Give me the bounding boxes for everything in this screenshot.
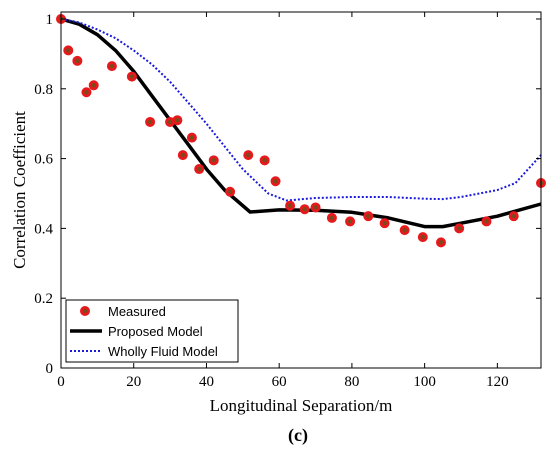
measured-point [345,216,356,227]
measured-point [270,176,281,187]
panel-label: (c) [288,425,308,446]
legend: Measured Proposed Model Wholly Fluid Model [65,299,239,363]
x-tick-label: 40 [199,374,214,390]
measured-point [508,211,519,222]
y-tick-label: 0.4 [34,221,53,237]
measured-point [435,237,446,248]
y-axis-label: Correlation Coefficient [10,111,29,269]
measured-point [106,61,117,72]
x-axis-label: Longitudinal Separation/m [210,396,393,415]
series-line-wholly-fluid-model [60,18,542,202]
measured-point [417,232,428,243]
x-tick-label: 100 [413,374,436,390]
measured-point [208,155,219,166]
series-line-proposed-model [60,17,542,229]
legend-label: Measured [108,304,166,319]
axis-ticks: 0 20 40 60 80 100 120 0 0.2 0.4 0.6 0.8 1 [34,12,541,390]
chart-marks [56,13,547,248]
measured-point [481,216,492,227]
measured-point [285,200,296,211]
x-tick-label: 20 [126,374,141,390]
legend-marker [80,305,91,316]
y-tick-label: 0.2 [34,291,53,307]
measured-point [243,150,254,161]
y-tick-label: 0.8 [34,82,53,98]
measured-point [454,223,465,234]
measured-point [72,55,83,66]
x-tick-label: 120 [486,374,509,390]
y-tick-label: 0 [46,361,54,377]
measured-point [126,71,137,82]
measured-point [379,218,390,229]
legend-entry-proposed-model: Proposed Model [70,324,203,339]
measured-point [145,116,156,127]
measured-point [172,115,183,126]
y-tick-label: 1 [46,12,54,28]
legend-label: Wholly Fluid Model [108,344,218,359]
measured-point [310,202,321,213]
measured-point [363,211,374,222]
y-tick-label: 0.6 [34,152,53,168]
legend-label: Proposed Model [108,324,203,339]
measured-point [194,164,205,175]
measured-point [326,212,337,223]
measured-point [88,80,99,91]
x-tick-label: 60 [272,374,287,390]
legend-entry-wholly-fluid-model: Wholly Fluid Model [70,344,218,359]
measured-point [225,186,236,197]
measured-point [186,132,197,143]
measured-point [177,150,188,161]
measured-point [399,225,410,236]
x-tick-label: 0 [57,374,65,390]
legend-entry-measured: Measured [80,304,166,319]
measured-point [63,45,74,56]
plot-area-frame [60,11,542,369]
measured-point [259,155,270,166]
x-tick-label: 80 [344,374,359,390]
measured-point [299,204,310,215]
measured-point [81,87,92,98]
